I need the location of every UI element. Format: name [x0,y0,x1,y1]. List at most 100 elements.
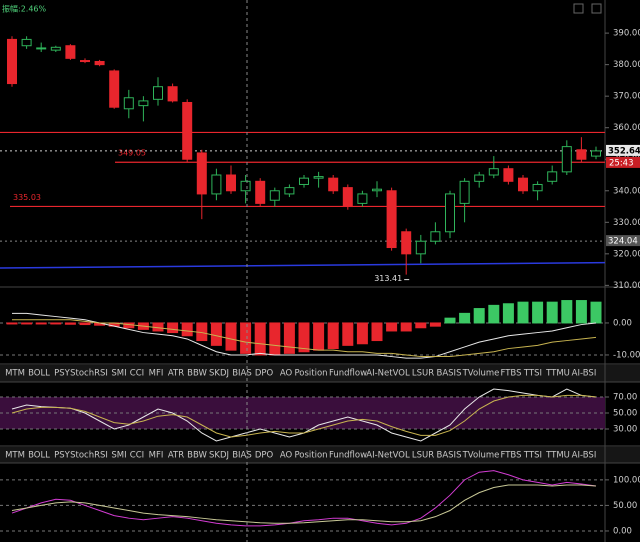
candle-body [342,187,353,208]
indicator-tab[interactable]: LSUR [412,369,434,379]
indicator-tab[interactable]: FTBS [500,369,521,379]
indicator-tab[interactable]: FTBS [500,451,521,461]
countdown-tag [606,156,640,168]
y-tick-label: 390.00 [613,29,640,39]
indicator-tab[interactable]: ATR [168,451,184,461]
indicator-tab[interactable]: MTM [5,451,25,461]
indicator-tab[interactable]: BBW [187,451,207,461]
indicator-tab[interactable]: AI-BSI [572,369,597,379]
histogram-bar [240,322,252,354]
indicator-tab[interactable]: DPO [255,451,274,461]
histogram-bar [327,322,339,350]
indicator-tab[interactable]: SKDJ [209,369,229,379]
candle-body [532,183,543,192]
indicator-tab[interactable]: PSY [54,451,71,461]
indicator-tab[interactable]: TTSI [523,369,542,379]
indicator-tab[interactable]: SMI [111,369,126,379]
y-tick-label: 0.00 [613,526,632,536]
candle-body [167,86,178,102]
indicator-tab[interactable]: AI-NetVOL [366,369,410,379]
indicator-tab[interactable]: ATR [168,369,184,379]
histogram-bar [225,322,237,351]
histogram-bar [546,301,558,324]
indicator-tab[interactable]: BASIS [437,369,462,379]
histogram-bar [50,322,62,325]
candle-body [65,45,76,59]
indicator-tab[interactable]: TVolume [462,451,500,461]
candle-body [255,180,266,204]
indicator-tab[interactable]: TTSI [523,451,542,461]
indicator-line [11,470,597,527]
candle-body [386,190,397,249]
indicator-tab[interactable]: MTM [5,369,25,379]
indicator-tab[interactable]: BIAS [232,369,252,379]
indicator-tab[interactable]: BBW [187,369,207,379]
candle-body [299,177,309,185]
y-tick-label: -10.00 [613,350,640,360]
indicator-tab[interactable]: CCI [130,369,144,379]
level-label: 349.05 [118,149,146,158]
candle-body [182,101,193,160]
indicator-tab[interactable]: Position [294,451,327,461]
histogram-bar [79,322,91,326]
candle-body [94,60,105,66]
histogram-bar [561,300,573,324]
indicator-tab[interactable]: BOLL [28,369,50,379]
amplitude: 振幅:2.46% [2,4,47,14]
indicator-tab[interactable]: PSY [54,369,71,379]
indicator-tab[interactable]: StochRSI [70,369,108,379]
indicator-tab[interactable]: SMI [111,451,126,461]
indicator-tab[interactable]: AI-NetVOL [366,451,410,461]
histogram-bar [502,303,514,324]
candle-body [430,231,441,242]
indicator-line [11,394,597,438]
y-tick-label: 0.00 [613,318,632,328]
candle-body [415,240,426,255]
y-tick-label: 340.00 [613,186,640,196]
candle-body [284,187,295,195]
indicator-tab[interactable]: TVolume [462,369,500,379]
indicator-tab[interactable]: Fundflow [329,451,367,461]
y-tick-label: 30.00 [613,425,637,435]
y-tick-label: 330.00 [613,218,640,228]
indicator-tab[interactable]: MFI [149,451,164,461]
histogram-bar [444,317,456,324]
window-icon[interactable] [573,3,584,14]
histogram-bar [532,301,544,324]
indicator-tab[interactable]: BASIS [437,451,462,461]
indicator-tab[interactable]: BIAS [232,451,252,461]
candle-body [503,168,514,182]
indicator-tab[interactable]: AO [280,451,293,461]
histogram-bar [64,322,76,325]
price-tag [606,144,640,156]
window-icon[interactable] [591,3,602,14]
countdown-text: 25:43 [609,158,634,168]
indicator-tab[interactable]: StochRSI [70,451,108,461]
indicator-tab[interactable]: MFI [149,369,164,379]
indicator-tab[interactable]: LSUR [412,451,434,461]
indicator-tab[interactable]: CCI [130,451,144,461]
histogram-bar [181,322,193,337]
candle-body [357,193,368,204]
y-tick-label: 370.00 [613,92,640,102]
y-tick-label: 50.00 [613,501,637,511]
histogram-bar [400,322,412,332]
indicator-tab[interactable]: TTMU [545,451,570,461]
indicator-tab[interactable]: DPO [255,369,274,379]
histogram-bar [298,322,310,353]
indicator-tab[interactable]: AO [280,369,293,379]
indicator-line [12,319,597,358]
indicator-tab[interactable]: Fundflow [329,369,367,379]
indicator-tab[interactable]: SKDJ [209,451,229,461]
candle-body [313,176,324,179]
histogram-bar [313,322,325,351]
candle-body [547,171,558,182]
indicator-tab[interactable]: Position [294,369,327,379]
histogram-bar [590,301,602,324]
indicator-line [11,484,597,524]
price-tag [606,235,640,247]
indicator-tab[interactable]: BOLL [28,451,50,461]
candle-body [401,231,412,255]
indicator-tab[interactable]: AI-BSI [572,451,597,461]
indicator-tab[interactable]: TTMU [545,369,570,379]
